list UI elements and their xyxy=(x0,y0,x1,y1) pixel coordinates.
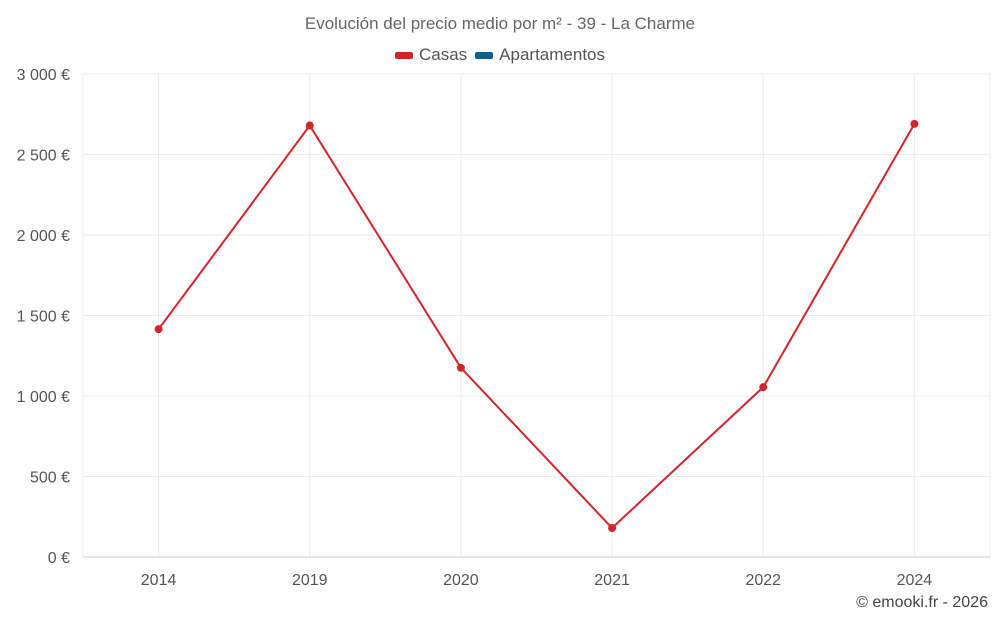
legend-label-apartamentos: Apartamentos xyxy=(499,45,606,64)
y-tick-label: 0 € xyxy=(48,550,70,567)
y-tick-label: 3 000 € xyxy=(17,67,70,84)
series-line-casas xyxy=(157,123,916,530)
chart-legend: Casas Apartamentos xyxy=(0,45,1000,65)
data-point xyxy=(154,325,163,334)
data-point xyxy=(910,119,919,128)
credit-text: © emooki.fr - 2026 xyxy=(856,594,988,611)
chart-title: Evolución del precio medio por m² - 39 -… xyxy=(304,14,696,33)
data-point xyxy=(759,383,768,392)
x-tick-label: 2022 xyxy=(745,572,781,589)
legend-swatch-apartamentos xyxy=(475,51,494,59)
legend-label-casas: Casas xyxy=(418,45,468,64)
data-point xyxy=(608,524,617,533)
legend-item-casas[interactable]: Casas xyxy=(394,45,468,65)
x-tick-label: 2020 xyxy=(443,572,479,589)
x-tick-label: 2024 xyxy=(897,572,933,589)
x-tick-label: 2014 xyxy=(141,572,177,589)
y-tick-label: 500 € xyxy=(30,470,70,487)
x-tick-label: 2021 xyxy=(594,572,630,589)
y-tick-label: 2 500 € xyxy=(17,148,70,165)
x-tick-label: 2019 xyxy=(292,572,328,589)
legend-swatch-casas xyxy=(394,51,413,59)
y-tick-label: 1 000 € xyxy=(17,389,70,406)
data-point xyxy=(305,121,314,130)
data-point xyxy=(456,363,465,372)
legend-item-apartamentos[interactable]: Apartamentos xyxy=(475,45,605,65)
y-tick-label: 2 000 € xyxy=(17,228,70,245)
y-tick-label: 1 500 € xyxy=(17,309,70,326)
